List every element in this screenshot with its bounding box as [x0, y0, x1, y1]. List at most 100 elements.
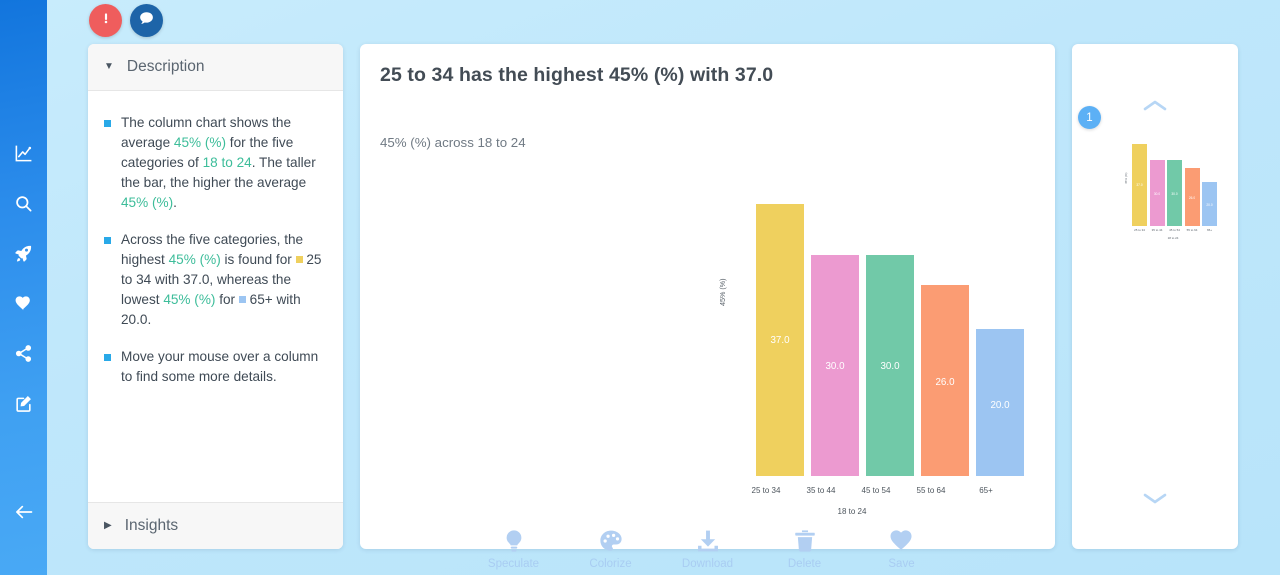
- bar[interactable]: 30.0: [811, 255, 859, 476]
- download-icon: [695, 528, 721, 554]
- speculate-button[interactable]: Speculate: [465, 528, 562, 570]
- bar[interactable]: 30.0: [866, 255, 914, 476]
- sidebar-item-favorites[interactable]: [0, 278, 47, 328]
- x-axis-tick: 65+: [979, 486, 993, 495]
- bar-value-label: 30.0: [880, 361, 900, 372]
- scroll-down-button[interactable]: [1072, 490, 1238, 511]
- download-button[interactable]: Download: [659, 528, 756, 570]
- thumbnail-y-axis-label: 45% (%): [1124, 172, 1128, 184]
- sidebar-item-charts[interactable]: [0, 128, 47, 178]
- colorize-label: Colorize: [589, 558, 632, 570]
- thumbnail-bar: 20.0: [1202, 182, 1217, 226]
- action-toolbar: Speculate Colorize: [360, 528, 1055, 570]
- edit-icon: [14, 394, 33, 413]
- bar-value-label: 30.0: [825, 361, 845, 372]
- text-run: 65+ with 20.0.: [121, 292, 301, 327]
- thumbnail-badge[interactable]: 1: [1078, 106, 1101, 129]
- alert-badge-button[interactable]: [89, 4, 122, 37]
- palette-icon: [598, 528, 624, 554]
- bar[interactable]: 37.0: [756, 204, 804, 476]
- text-run: for the five categories of: [121, 135, 294, 170]
- text-run: Move your mouse over a column to find so…: [121, 349, 319, 384]
- speculate-label: Speculate: [487, 558, 540, 570]
- bar-column[interactable]: 20.0: [976, 329, 1024, 476]
- text-run: .: [173, 195, 177, 210]
- download-label: Download: [681, 558, 734, 570]
- comment-badge-button[interactable]: [130, 4, 163, 37]
- back-arrow-icon: [14, 502, 34, 522]
- bar-column[interactable]: 30.0: [811, 255, 859, 476]
- chart-subtitle: 45% (%) across 18 to 24: [380, 135, 526, 150]
- thumbnail-bar: 30.0: [1149, 160, 1165, 226]
- chevron-right-icon: ▶: [104, 520, 112, 531]
- x-axis-tick: 35 to 44: [806, 486, 836, 495]
- save-label: Save: [888, 558, 915, 570]
- thumbnail-bar-column: 30.0: [1149, 160, 1165, 226]
- description-body: The column chart shows the average 45% (…: [88, 91, 343, 502]
- text-run: for: [215, 292, 239, 307]
- thumbnail-x-axis-label: 18 to 24: [1167, 236, 1179, 240]
- thumbnail-x-axis-tick: 35 to 44: [1151, 228, 1163, 232]
- exclamation-icon: [98, 10, 114, 31]
- trash-icon: [792, 528, 818, 554]
- description-bullet: Move your mouse over a column to find so…: [104, 347, 325, 387]
- delete-button[interactable]: Delete: [756, 528, 853, 570]
- measure-highlight: 45% (%): [121, 195, 174, 210]
- measure-highlight: 45% (%): [168, 252, 221, 267]
- bar[interactable]: 26.0: [921, 285, 969, 476]
- chart-thumbnail[interactable]: 45% (%) 37.0 30.0 30.0 26.0 20.0 25 to 34 35 …: [1112, 106, 1230, 240]
- scroll-up-button[interactable]: [1072, 98, 1238, 119]
- bar[interactable]: 20.0: [976, 329, 1024, 476]
- chevron-up-icon: [1141, 98, 1169, 119]
- lightbulb-icon: [501, 528, 527, 554]
- bullet-square-icon: [104, 120, 111, 127]
- text-run: . The taller the bar, the higher the ave…: [121, 155, 316, 190]
- sidebar-item-explore[interactable]: [0, 228, 47, 278]
- heart-icon: [14, 294, 33, 313]
- measure-highlight: 45% (%): [173, 135, 227, 150]
- x-axis-tick: 45 to 54: [861, 486, 891, 495]
- sidebar-item-edit[interactable]: [0, 378, 47, 428]
- bar-value-label: 26.0: [935, 377, 955, 388]
- thumbnail-bar-value-label: 26.0: [1188, 196, 1196, 200]
- thumbnail-bar-column: 30.0: [1167, 160, 1182, 226]
- top-badge-group: [89, 4, 163, 37]
- category-color-swatch: [238, 295, 246, 303]
- thumbnail-x-axis-tick: 55 to 64: [1186, 228, 1198, 232]
- description-accordion-label: Description: [126, 58, 205, 75]
- thumbnail-bar: 37.0: [1132, 144, 1147, 226]
- measure-highlight: 18 to 24: [202, 155, 252, 170]
- save-button[interactable]: Save: [853, 528, 950, 570]
- thumbnail-bar-column: 37.0: [1132, 144, 1147, 226]
- description-bullet: The column chart shows the average 45% (…: [104, 113, 325, 213]
- description-bullet: Across the five categories, the highest …: [104, 230, 325, 330]
- text-run: Across the five categories, the highest: [121, 232, 304, 267]
- x-axis-label: 18 to 24: [837, 507, 867, 516]
- thumbnail-bar-series: 37.0 30.0 30.0 26.0 20.0: [1132, 144, 1217, 226]
- bar-series: 37.0 30.0 30.0 26.0 20.0: [756, 204, 1024, 476]
- search-icon: [14, 194, 33, 213]
- sidebar-item-search[interactable]: [0, 178, 47, 228]
- colorize-button[interactable]: Colorize: [562, 528, 659, 570]
- bar-column[interactable]: 37.0: [756, 204, 804, 476]
- chart-title: 25 to 34 has the highest 45% (%) with 37…: [380, 64, 774, 86]
- thumbnail-bar: 30.0: [1167, 160, 1182, 226]
- text-run: is found for: [220, 252, 296, 267]
- bullet-square-icon: [104, 237, 111, 244]
- thumbnail-bar-value-label: 37.0: [1136, 183, 1143, 187]
- description-card: ▼ Description The column chart shows the…: [88, 44, 343, 549]
- sidebar-item-share[interactable]: [0, 328, 47, 378]
- sidebar-back-button[interactable]: [0, 487, 47, 537]
- chart-line-icon: [14, 144, 33, 163]
- insights-accordion-label: Insights: [124, 517, 179, 534]
- chevron-down-icon: ▼: [104, 61, 114, 72]
- bar-value-label: 37.0: [770, 335, 790, 346]
- bar-column[interactable]: 26.0: [921, 285, 969, 476]
- bullet-square-icon: [104, 354, 111, 361]
- thumbnail-bar-value-label: 30.0: [1153, 192, 1161, 196]
- bar-column[interactable]: 30.0: [866, 255, 914, 476]
- thumbnail-bar-value-label: 20.0: [1206, 203, 1213, 207]
- description-accordion-header[interactable]: ▼ Description: [88, 44, 343, 91]
- delete-label: Delete: [787, 558, 822, 570]
- insights-accordion-header[interactable]: ▶ Insights: [88, 502, 343, 549]
